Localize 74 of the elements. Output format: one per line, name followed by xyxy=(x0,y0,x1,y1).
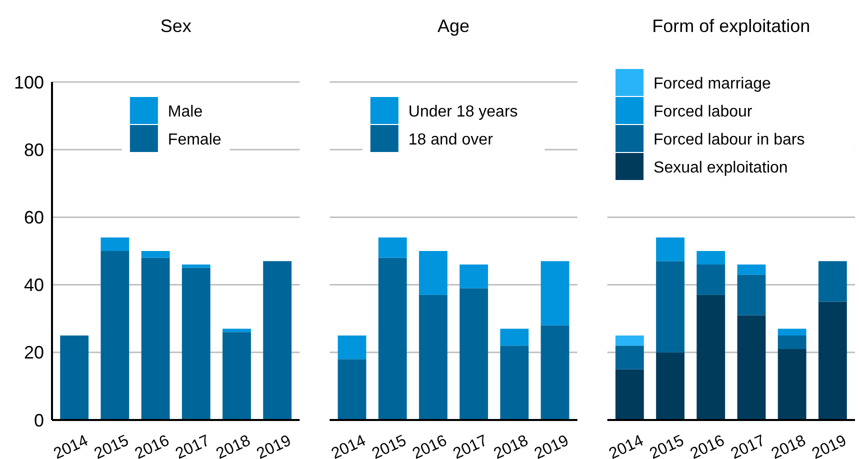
bar xyxy=(696,294,726,420)
x-tick-label: 2016 xyxy=(688,432,728,459)
legend-label: Forced labour in bars xyxy=(654,132,805,149)
bar xyxy=(696,264,726,295)
bar xyxy=(818,302,847,420)
bar xyxy=(737,315,766,420)
bar xyxy=(338,359,366,420)
legend-label: Sexual exploitation xyxy=(654,160,788,177)
bar xyxy=(182,264,210,268)
chart-title: Sex xyxy=(160,16,192,36)
bar xyxy=(696,251,726,265)
y-tick-label: 100 xyxy=(14,72,44,92)
bar xyxy=(540,325,570,420)
bar xyxy=(100,251,130,420)
bar xyxy=(263,261,292,420)
bar xyxy=(222,328,251,332)
x-tick-label: 2017 xyxy=(450,432,490,459)
bar xyxy=(141,251,170,258)
x-tick-label: 2019 xyxy=(810,432,850,459)
legend-label: Under 18 years xyxy=(408,104,518,121)
y-tick-label: 40 xyxy=(24,275,44,296)
bar xyxy=(460,264,488,288)
x-tick-label: 2015 xyxy=(647,432,687,459)
legend-label: 18 and over xyxy=(408,132,494,149)
y-tick-label: 80 xyxy=(24,140,44,160)
x-tick-label: 2014 xyxy=(606,432,646,459)
bar xyxy=(656,261,684,352)
bar xyxy=(778,336,806,350)
bar xyxy=(540,261,570,326)
x-tick-label: 2018 xyxy=(769,432,809,459)
legend-label: Forced labour xyxy=(654,104,753,121)
bar xyxy=(460,288,488,420)
x-tick-label: 2016 xyxy=(132,432,172,459)
bar xyxy=(378,237,407,258)
bar xyxy=(656,237,684,262)
legend-label: Female xyxy=(168,132,222,149)
bar xyxy=(182,268,210,420)
bar xyxy=(141,258,170,420)
x-tick-label: 2015 xyxy=(92,432,132,459)
chart-title: Age xyxy=(437,16,470,36)
y-tick-label: 20 xyxy=(24,342,44,363)
bar xyxy=(222,332,251,420)
legend-label: Male xyxy=(168,104,203,121)
bar xyxy=(778,349,806,420)
chart-title: Form of exploitation xyxy=(652,16,810,36)
bar xyxy=(418,294,448,420)
bar xyxy=(378,258,407,420)
bar xyxy=(615,346,644,370)
x-tick-label: 2016 xyxy=(410,432,450,459)
x-tick-label: 2014 xyxy=(51,432,91,459)
x-tick-label: 2017 xyxy=(173,432,213,459)
bar xyxy=(338,336,366,360)
x-tick-label: 2019 xyxy=(532,432,572,459)
bar xyxy=(615,369,644,420)
legend-label: Forced marriage xyxy=(654,76,771,93)
bar xyxy=(500,346,529,420)
x-tick-label: 2019 xyxy=(254,432,294,459)
bar xyxy=(500,328,529,346)
y-tick-label: 0 xyxy=(34,410,44,430)
x-tick-label: 2018 xyxy=(214,432,254,459)
y-tick-label: 60 xyxy=(24,208,44,228)
x-tick-label: 2014 xyxy=(328,432,369,459)
bar xyxy=(60,336,89,420)
x-tick-label: 2018 xyxy=(491,432,531,459)
bar xyxy=(737,274,766,316)
bar xyxy=(615,336,644,346)
x-tick-label: 2017 xyxy=(728,432,768,459)
x-tick-label: 2015 xyxy=(370,432,410,459)
bar xyxy=(818,261,847,302)
bar xyxy=(778,328,806,336)
bar xyxy=(737,264,766,275)
bar xyxy=(100,237,130,251)
bar xyxy=(418,251,448,295)
bar xyxy=(656,352,684,420)
